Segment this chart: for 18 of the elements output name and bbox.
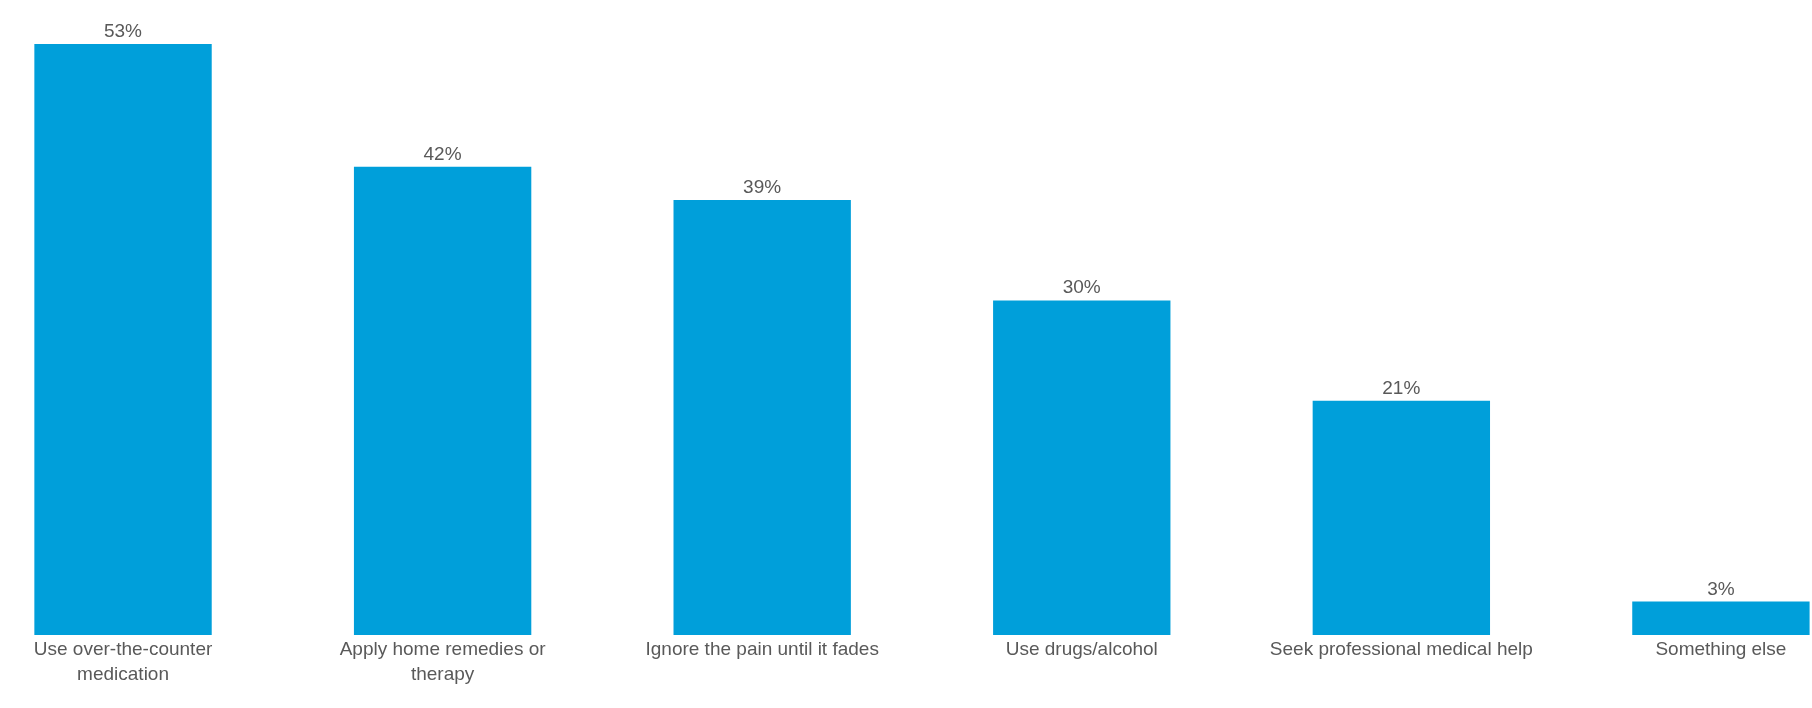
bar: [1632, 601, 1810, 635]
x-tick-label: Use drugs/alcohol: [1005, 638, 1158, 659]
data-label: 30%: [1062, 276, 1101, 298]
data-label: 53%: [103, 20, 143, 41]
bar: [993, 300, 1171, 635]
x-tick-label: Something else: [1655, 638, 1787, 659]
bar: [34, 44, 212, 635]
x-tick-label: Apply home remedies or therapy: [339, 638, 547, 684]
x-tick-label: Use over-the-counter medication: [33, 638, 213, 684]
bar: [1312, 400, 1491, 635]
x-tick-label: Seek professional medical help: [1269, 638, 1533, 659]
bar: [673, 200, 851, 635]
bar: [353, 166, 532, 635]
x-tick-label: Ignore the pain until it fades: [645, 638, 879, 659]
data-label: 3%: [1707, 577, 1735, 599]
data-label: 42%: [423, 142, 462, 164]
data-label: 39%: [743, 176, 782, 198]
data-label: 21%: [1382, 376, 1421, 398]
